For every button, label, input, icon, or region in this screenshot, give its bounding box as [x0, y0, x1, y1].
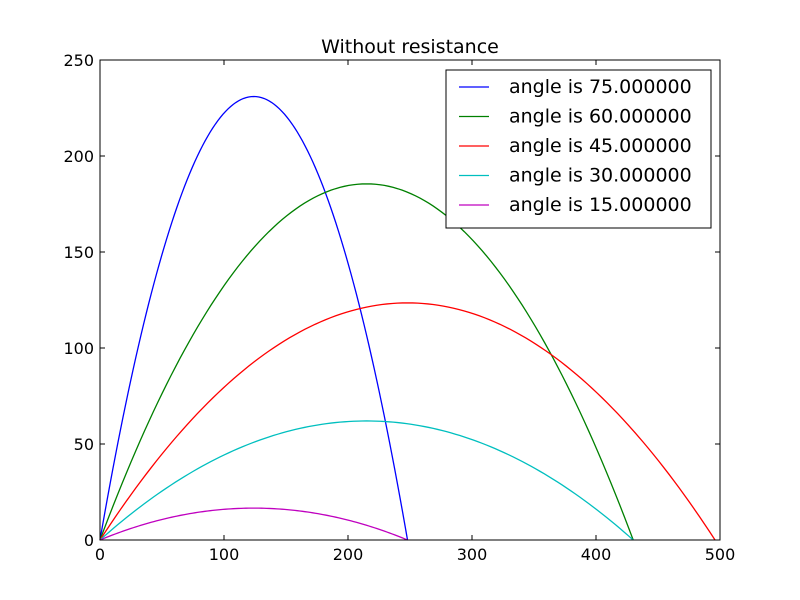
y-tick-label: 50	[74, 435, 94, 454]
series-line-45	[99, 302, 716, 541]
series-line-75	[99, 95, 409, 541]
y-tick-label: 100	[63, 339, 94, 358]
y-tick-label: 150	[63, 243, 94, 262]
series-line-60	[99, 183, 634, 541]
series-line-30	[99, 420, 634, 541]
x-axis: 0 100 200 300 400 500	[95, 60, 735, 564]
chart-title: Without resistance	[321, 36, 499, 58]
plot-area-frame	[99, 59, 721, 541]
legend-label-75: angle is 75.000000	[509, 76, 692, 98]
x-tick-label: 0	[95, 545, 105, 564]
x-tick-label: 400	[581, 545, 612, 564]
plot-series	[99, 95, 716, 541]
y-tick-label: 250	[63, 51, 94, 70]
legend-label-60: angle is 60.000000	[509, 106, 692, 128]
legend-label-30: angle is 30.000000	[509, 165, 692, 187]
y-tick-label: 0	[84, 531, 94, 550]
legend: angle is 75.000000 angle is 60.000000 angl…	[445, 69, 712, 229]
series-line-15	[99, 507, 408, 541]
x-tick-label: 300	[457, 545, 488, 564]
legend-box	[445, 69, 712, 229]
legend-label-15: angle is 15.000000	[509, 194, 692, 216]
x-tick-label: 100	[209, 545, 240, 564]
x-tick-label: 200	[333, 545, 364, 564]
y-axis: 0 50 100 150 200 250	[63, 51, 720, 550]
y-tick-label: 200	[63, 147, 94, 166]
legend-label-45: angle is 45.000000	[509, 135, 692, 157]
x-tick-label: 500	[705, 545, 736, 564]
